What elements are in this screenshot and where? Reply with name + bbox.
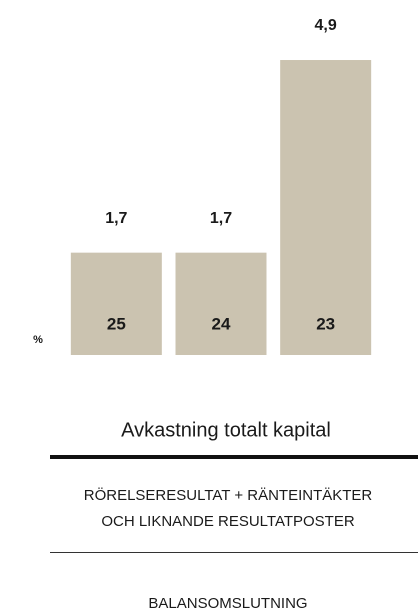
unit-label: % (33, 334, 43, 346)
value-label: 1,7 (105, 210, 127, 227)
divider-thin (50, 552, 418, 553)
numerator-line: OCH LIKNANDE RESULTATPOSTER (101, 513, 355, 530)
category-label: 24 (212, 314, 231, 333)
value-label: 1,7 (210, 210, 232, 227)
divider-thick (50, 455, 418, 459)
bar (70, 252, 162, 355)
category-label: 25 (107, 314, 126, 333)
value-label: 4,9 (315, 17, 337, 34)
numerator-line: RÖRELSERESULTAT + RÄNTEINTÄKTER (84, 486, 373, 504)
denominator: BALANSOMSLUTNING (148, 595, 307, 612)
bar (280, 60, 372, 356)
bar (175, 252, 267, 355)
category-label: 23 (316, 314, 335, 333)
chart-title: Avkastning totalt kapital (121, 419, 331, 441)
